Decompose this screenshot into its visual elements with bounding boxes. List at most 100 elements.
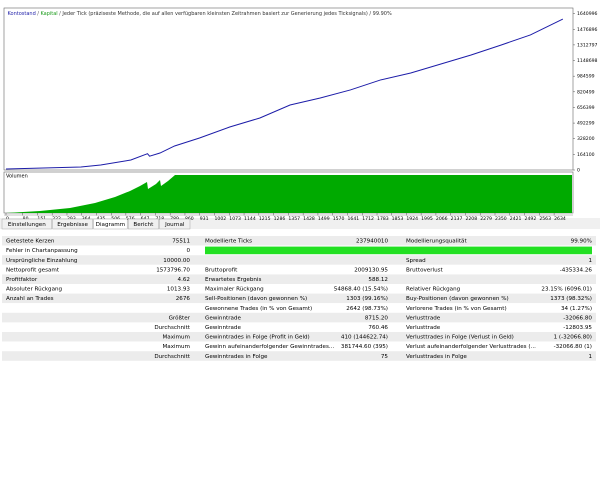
table-row xyxy=(2,274,596,284)
table-cell: 0 xyxy=(186,248,190,254)
table-cell: Bruttoprofit xyxy=(205,267,238,273)
y-tick-label: 492299 xyxy=(577,121,595,127)
table-cell: 54868.40 (15.54%) xyxy=(334,287,388,293)
y-tick-label: 0 xyxy=(577,168,580,174)
table-cell: Gewonnene Trades (in % von Gesamt) xyxy=(205,306,312,312)
table-cell: Anzahl an Trades xyxy=(6,296,54,302)
table-cell: 410 (144622.74) xyxy=(341,335,388,341)
table-cell: Verlusttrade xyxy=(406,325,441,331)
y-tick-label: 1476896 xyxy=(577,27,598,33)
tab[interactable] xyxy=(1,218,52,230)
table-cell: Erwartetes Ergebnis xyxy=(205,277,261,283)
table-row xyxy=(2,351,596,361)
table-row xyxy=(2,322,596,332)
table-row xyxy=(2,303,596,313)
x-tick-label: 2279 xyxy=(480,216,492,222)
table-cell: Sell-Positionen (davon gewonnen %) xyxy=(205,296,307,302)
table-cell: 34 (1.27%) xyxy=(561,306,592,312)
y-tick-label: 328200 xyxy=(577,136,595,142)
table-cell: Maximaler Rückgang xyxy=(205,287,264,293)
table-row xyxy=(2,312,596,323)
table-cell: Ursprüngliche Einzahlung xyxy=(6,258,78,264)
x-tick-label: 931 xyxy=(200,216,209,222)
y-tick-label: 656399 xyxy=(577,105,595,111)
table-cell: 1 (-32066.80) xyxy=(554,335,592,341)
x-tick-label: 1712 xyxy=(362,216,374,222)
table-cell: 381744.60 (395) xyxy=(341,344,388,350)
tab-bar xyxy=(0,218,600,229)
tab-label[interactable]: Journal xyxy=(164,222,185,228)
table-cell: Absoluter Rückgang xyxy=(6,287,63,293)
x-tick-label: 2634 xyxy=(554,216,566,222)
table-cell: Verlusttrades in Folge (Verlust in Geld) xyxy=(406,335,514,341)
table-row xyxy=(2,293,596,304)
y-tick-label: 820499 xyxy=(577,89,595,95)
table-cell: Bruttoverlust xyxy=(406,267,444,273)
table-cell: 2676 xyxy=(176,296,191,302)
table-row xyxy=(2,332,596,342)
table-cell: 1 xyxy=(588,354,592,360)
y-tick-label: 1148698 xyxy=(577,58,598,64)
table-cell: 23.15% (6096.01) xyxy=(541,287,592,293)
y-tick-label: 164100 xyxy=(577,152,595,158)
table-cell: Verlorene Trades (in % von Gesamt) xyxy=(406,306,507,312)
x-tick-label: 1215 xyxy=(259,216,271,222)
x-tick-label: 1570 xyxy=(333,216,345,222)
tab-label[interactable]: Einstellungen xyxy=(8,222,46,228)
table-cell: Verlust aufeinanderfolgender Verlusttrad… xyxy=(406,344,536,350)
table-cell: 8715.20 xyxy=(365,315,389,321)
tab[interactable] xyxy=(127,218,159,230)
table-cell: Maximum xyxy=(162,335,190,341)
x-tick-label: 2137 xyxy=(451,216,463,222)
tab[interactable] xyxy=(52,218,93,230)
x-tick-label: 2492 xyxy=(525,216,537,222)
tab-label[interactable]: Bericht xyxy=(133,222,154,228)
tab[interactable] xyxy=(159,218,191,230)
x-tick-label: 1357 xyxy=(288,216,300,222)
x-tick-label: 2563 xyxy=(539,216,551,222)
x-tick-label: 1144 xyxy=(244,216,256,222)
table-cell: Verlusttrade xyxy=(406,315,441,321)
x-tick-label: 1002 xyxy=(215,216,227,222)
volume-area xyxy=(6,175,572,213)
x-tick-label: 1641 xyxy=(347,216,359,222)
table-cell: Durchschnitt xyxy=(154,354,190,360)
balance-chart-frame xyxy=(3,7,574,171)
x-tick-label: 1853 xyxy=(392,216,404,222)
table-cell: 75 xyxy=(381,354,389,360)
table-cell: Getestete Kerzen xyxy=(6,239,55,245)
x-tick-label: 1499 xyxy=(318,216,330,222)
table-cell: 2009130.95 xyxy=(354,267,388,273)
chart-header: Kontostand / Kapital / Jeder Tick (präzisest… xyxy=(8,11,392,17)
table-cell: Modellierte Ticks xyxy=(205,239,252,245)
table-cell: Buy-Positionen (davon gewonnen %) xyxy=(406,296,509,302)
table-cell: 588.12 xyxy=(368,277,388,283)
volume-label: Volumen xyxy=(6,174,28,180)
table-cell: Durchschnitt xyxy=(154,325,190,331)
table-cell: -12803.95 xyxy=(563,325,592,331)
tab[interactable] xyxy=(93,218,128,230)
table-cell: -435334.26 xyxy=(560,267,593,273)
x-tick-label: 1286 xyxy=(274,216,286,222)
table-cell: Gewinntrades in Folge (Profit in Geld) xyxy=(205,335,310,341)
table-row xyxy=(2,284,596,294)
tab-label[interactable]: Diagramm xyxy=(96,222,125,228)
table-cell: Gewinntrades in Folge xyxy=(205,354,268,360)
table-cell: Modellierungsqualität xyxy=(406,239,467,245)
x-tick-label: 1073 xyxy=(229,216,241,222)
table-cell: 75511 xyxy=(172,239,190,245)
legend-equity: Kapital xyxy=(40,11,57,17)
table-cell: 10000.00 xyxy=(163,258,190,264)
table-cell: -32066.80 xyxy=(563,315,592,321)
table-cell: Gewinntrade xyxy=(205,325,241,331)
table-row xyxy=(2,255,596,265)
y-tick-label: 1312797 xyxy=(577,42,598,48)
table-cell: Relativer Rückgang xyxy=(406,287,461,293)
table-cell: Größter xyxy=(169,315,191,321)
tab-label[interactable]: Ergebnisse xyxy=(57,222,88,228)
x-tick-label: 2350 xyxy=(495,216,507,222)
table-row xyxy=(2,236,596,246)
table-cell: 4.62 xyxy=(178,277,190,283)
table-cell: Verlusttrades in Folge xyxy=(406,354,467,360)
